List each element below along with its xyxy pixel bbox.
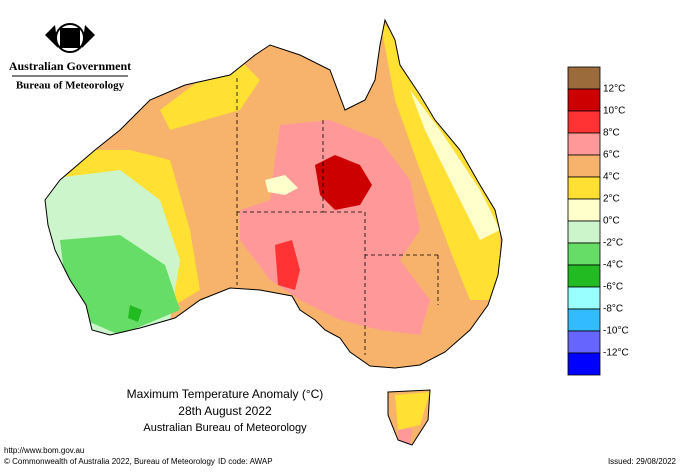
legend-swatch [567, 330, 601, 354]
legend-swatch [567, 198, 601, 222]
legend-label: 10°C [603, 106, 625, 117]
legend-label: -2°C [603, 238, 623, 249]
agency-name: Bureau of Meteorology [16, 80, 125, 92]
legend-label: 6°C [603, 150, 620, 161]
copyright: © Commonwealth of Australia 2022, Bureau… [4, 457, 215, 466]
legend-swatch [567, 352, 601, 376]
legend-swatch [567, 110, 601, 134]
legend-swatch [567, 220, 601, 244]
legend-swatch [567, 88, 601, 112]
map-title: Maximum Temperature Anomaly (°C) [127, 387, 324, 401]
legend-swatch [567, 308, 601, 332]
legend-swatch [567, 264, 601, 288]
legend-label: 4°C [603, 172, 620, 183]
map-date: 28th August 2022 [178, 404, 272, 418]
url: http://www.bom.gov.au [4, 446, 84, 455]
legend-label: -8°C [603, 304, 623, 315]
legend-swatch [567, 154, 601, 178]
id-code: ID code: AWAP [218, 457, 273, 466]
legend-label: -10°C [603, 326, 629, 337]
legend-label: -6°C [603, 282, 623, 293]
legend-label: 12°C [603, 84, 625, 95]
legend-label: 0°C [603, 216, 620, 227]
legend-label: 8°C [603, 128, 620, 139]
legend-swatch [567, 242, 601, 266]
government-name: Australian Government [9, 59, 131, 73]
legend-label: -4°C [603, 260, 623, 271]
legend-swatch [567, 286, 601, 310]
legend: 12°C 10°C 8°C 6°C 4°C 2°C 0°C -2°C -4°C -6°C -8°C -… [567, 66, 629, 376]
legend-swatch [567, 132, 601, 156]
map-source: Australian Bureau of Meteorology [143, 422, 307, 434]
state-borders [236, 78, 439, 355]
issued: Issued: 29/08/2022 [608, 457, 677, 466]
crest [45, 23, 95, 53]
legend-label: 2°C [603, 194, 620, 205]
legend-label: -12°C [603, 348, 629, 359]
legend-swatch [567, 176, 601, 200]
legend-swatch [567, 66, 601, 90]
